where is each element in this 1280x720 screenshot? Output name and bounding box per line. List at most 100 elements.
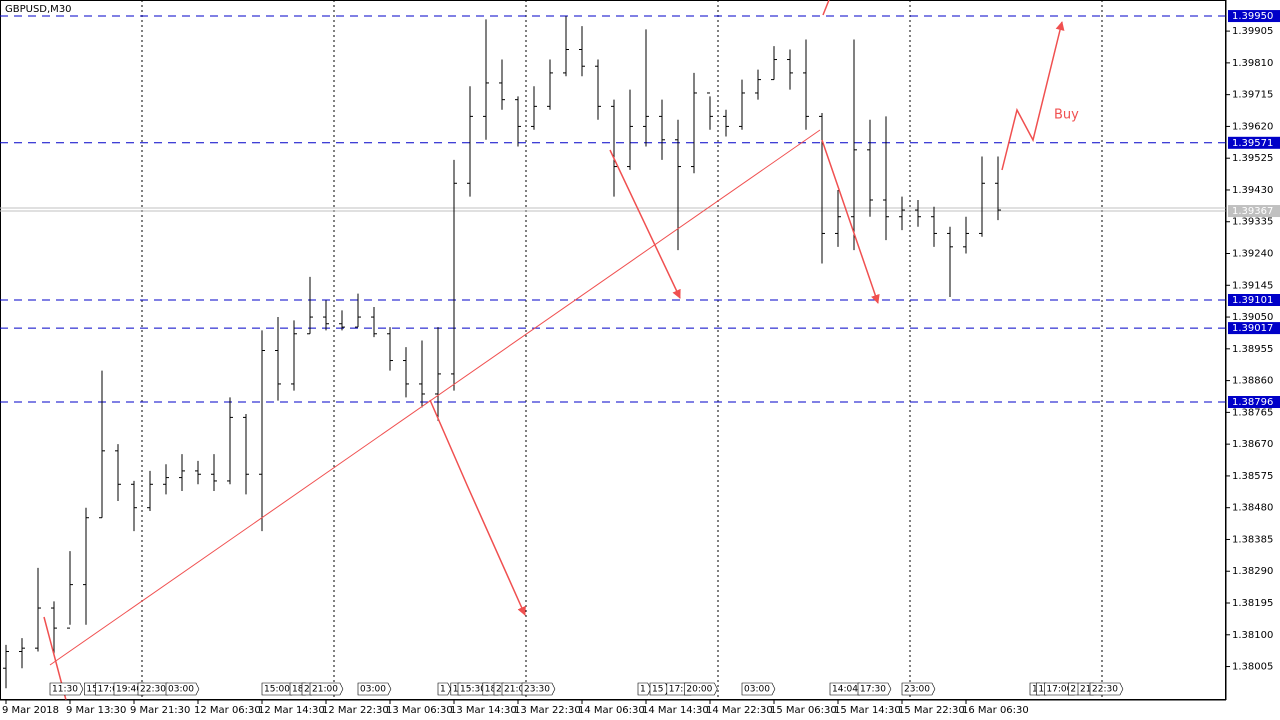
event-label: 17:30 [860,685,886,695]
grid [0,0,1226,700]
x-tick-label: 14 Mar 06:30 [578,705,645,716]
event-box [684,682,718,696]
event-box [741,682,776,696]
event-label: 15:30 [460,685,486,695]
y-tick-label: 1.39240 [1232,249,1273,260]
y-tick-label: 1.38575 [1232,471,1273,482]
event-label: 21 [1080,685,1091,695]
event-label: 1 [1038,685,1044,695]
event-label: 21:0 [504,685,524,695]
event-label: 17:0 [98,685,118,695]
current-price-box [1228,205,1280,218]
event-label: 1 [640,685,646,695]
event-label: 2 [496,685,502,695]
event-box [437,682,452,696]
event-label: 21:00 [312,685,338,695]
x-tick-label: 12 Mar 22:30 [322,705,389,716]
event-marker: 11:30 [49,682,84,696]
y-tick-label: 1.39335 [1232,217,1273,228]
event-label: 03:00 [168,685,194,695]
annotation: Buy [1054,108,1079,123]
event-marker: 22:30 [1089,682,1124,696]
bars [3,16,1001,689]
y-tick-label: 1.38195 [1232,598,1273,609]
y-tick-label: 1.38955 [1232,344,1273,355]
trend-line [49,129,821,666]
y-tick-label: 1.38385 [1232,534,1273,545]
event-marker: 23:00 [901,682,936,696]
event-label: 20:00 [686,685,712,695]
y-tick-label: 1.38765 [1232,407,1273,418]
x-tick-label: 14 Mar 22:30 [706,705,773,716]
event-label: 23:00 [904,685,930,695]
arrow [822,0,830,16]
x-tick-label: 14 Mar 14:30 [642,705,709,716]
level-box [1228,136,1280,149]
drawings [43,0,1065,701]
arrow [1001,21,1065,171]
level-box [1228,322,1280,335]
event-label: 1 [1032,685,1038,695]
level-label: 1.39101 [1232,295,1273,306]
event-box [309,682,344,696]
y-tick-label: 1.38480 [1232,503,1273,514]
arrow [429,399,526,616]
current-price-label: 1.39367 [1232,206,1273,217]
event-marker: 03:00 [357,682,392,696]
chart-title: GBPUSD,M30 [5,4,72,15]
y-tick-label: 1.38860 [1232,376,1273,387]
event-label: 17:00 [1046,685,1072,695]
y-tick-label: 1.39905 [1232,26,1273,37]
event-label: 15:00 [264,685,290,695]
event-marker: 03:00 [165,682,200,696]
event-marker: 23:30 [521,682,556,696]
event-box [857,682,892,696]
event-label: 15 [86,685,97,695]
event-marker: 17:30 [857,682,892,696]
x-tick-label: 12 Mar 06:30 [194,705,261,716]
event-label: 23:30 [524,685,550,695]
event-marker: 20:00 [684,682,718,696]
event-label: 2 [1070,685,1076,695]
x-tick-label: 9 Mar 13:30 [66,705,126,716]
x-tick-label: 13 Mar 22:30 [514,705,581,716]
event-box [521,682,556,696]
event-label: 18 [292,685,304,695]
event-label: 14:04 [832,685,858,695]
event-marker: 1 [437,682,452,696]
x-tick-label: 15 Mar 22:30 [898,705,965,716]
event-label: 11:30 [52,685,78,695]
event-label: 1 [440,685,446,695]
event-label: 22:30 [1092,685,1118,695]
event-box [1089,682,1124,696]
x-tick-label: 13 Mar 06:30 [386,705,453,716]
level-box [1228,294,1280,306]
event-label: 17:3 [669,685,689,695]
y-tick-label: 1.39810 [1232,58,1273,69]
y-tick-label: 1.39145 [1232,280,1273,291]
level-label: 1.39571 [1232,138,1273,149]
x-tick-label: 9 Mar 21:30 [130,705,190,716]
event-box [637,682,652,696]
x-tick-label: 15 Mar 06:30 [770,705,837,716]
event-label: 19:40 [116,685,142,695]
event-label: 03:00 [360,685,386,695]
x-tick-label: 9 Mar 2018 [2,705,59,716]
y-tick-label: 1.38670 [1232,439,1273,450]
event-label: 18 [485,685,497,695]
level-label: 1.38796 [1232,397,1273,408]
event-marker: 1 [637,682,652,696]
x-tick-label: 12 Mar 14:30 [258,705,325,716]
arrow [821,139,880,304]
y-tick-label: 1.39430 [1232,185,1273,196]
y-tick-label: 1.38100 [1232,630,1273,641]
y-tick-label: 1.39715 [1232,90,1273,101]
event-label: 1 [453,685,459,695]
y-tick-label: 1.39525 [1232,153,1273,164]
event-box [357,682,392,696]
event-box [165,682,200,696]
event-box [901,682,936,696]
event-label: 03:00 [744,685,770,695]
level-label: 1.39017 [1232,323,1273,334]
